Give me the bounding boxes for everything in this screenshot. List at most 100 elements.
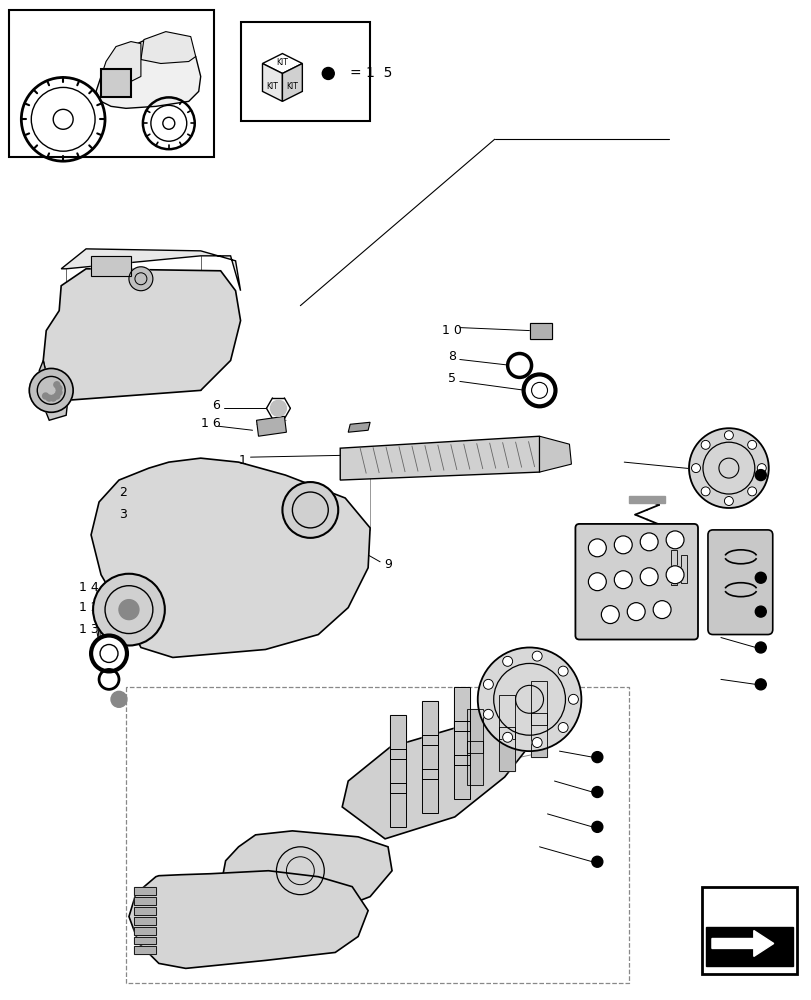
Circle shape bbox=[282, 482, 338, 538]
Bar bbox=[705, 927, 792, 966]
Circle shape bbox=[91, 636, 127, 671]
Circle shape bbox=[483, 679, 493, 689]
FancyBboxPatch shape bbox=[575, 524, 697, 640]
Circle shape bbox=[700, 487, 710, 496]
Circle shape bbox=[56, 389, 62, 395]
Bar bbox=[389, 715, 406, 759]
Bar bbox=[530, 713, 546, 757]
Bar bbox=[101, 69, 131, 97]
Text: 7: 7 bbox=[304, 918, 312, 931]
Circle shape bbox=[46, 395, 52, 401]
Circle shape bbox=[747, 487, 756, 496]
Circle shape bbox=[626, 603, 645, 621]
Bar bbox=[389, 783, 406, 827]
Bar bbox=[134, 937, 156, 944]
Polygon shape bbox=[221, 831, 392, 921]
Bar bbox=[498, 695, 514, 739]
Bar bbox=[629, 496, 664, 503]
Circle shape bbox=[757, 464, 766, 473]
Bar bbox=[134, 946, 156, 954]
Bar bbox=[134, 937, 156, 944]
Bar bbox=[466, 741, 483, 785]
Bar bbox=[453, 687, 470, 731]
Circle shape bbox=[568, 694, 577, 704]
Circle shape bbox=[557, 723, 568, 732]
Text: 9: 9 bbox=[384, 558, 392, 571]
Bar bbox=[498, 695, 514, 739]
Bar bbox=[530, 713, 546, 757]
Circle shape bbox=[477, 647, 581, 751]
Bar bbox=[529, 323, 551, 339]
Circle shape bbox=[54, 382, 60, 388]
Polygon shape bbox=[262, 54, 302, 73]
Bar bbox=[134, 897, 156, 905]
Bar bbox=[134, 927, 156, 935]
Bar bbox=[680, 555, 686, 583]
Polygon shape bbox=[341, 721, 534, 839]
Circle shape bbox=[601, 606, 619, 624]
Circle shape bbox=[665, 566, 683, 584]
Bar bbox=[453, 755, 470, 799]
Text: 1 0: 1 0 bbox=[441, 324, 461, 337]
Bar bbox=[629, 594, 664, 601]
Circle shape bbox=[591, 752, 602, 763]
Circle shape bbox=[652, 601, 670, 619]
Circle shape bbox=[639, 533, 658, 551]
Bar bbox=[91, 256, 131, 276]
Text: 1 4: 1 4 bbox=[79, 581, 99, 594]
Circle shape bbox=[270, 400, 286, 416]
Bar bbox=[134, 917, 156, 925]
Text: 1 7: 1 7 bbox=[356, 450, 375, 463]
Bar bbox=[134, 946, 156, 954]
Polygon shape bbox=[91, 458, 370, 657]
Bar bbox=[680, 555, 686, 583]
Bar bbox=[466, 709, 483, 753]
Polygon shape bbox=[141, 32, 195, 63]
Text: = 1  5: = 1 5 bbox=[350, 66, 392, 80]
Text: 3: 3 bbox=[119, 508, 127, 521]
Circle shape bbox=[591, 821, 602, 832]
Circle shape bbox=[723, 497, 732, 505]
Circle shape bbox=[754, 606, 766, 617]
Bar bbox=[389, 749, 406, 793]
Circle shape bbox=[93, 574, 165, 646]
Text: 1 2: 1 2 bbox=[79, 601, 99, 614]
Circle shape bbox=[29, 368, 73, 412]
Bar bbox=[134, 907, 156, 915]
Circle shape bbox=[507, 354, 531, 377]
Circle shape bbox=[591, 856, 602, 867]
Bar bbox=[453, 721, 470, 765]
Circle shape bbox=[754, 642, 766, 653]
Bar bbox=[529, 323, 551, 339]
Circle shape bbox=[689, 428, 768, 508]
Circle shape bbox=[531, 738, 542, 747]
Circle shape bbox=[614, 571, 632, 589]
Bar bbox=[422, 735, 437, 779]
Bar bbox=[134, 907, 156, 915]
Text: 1 6: 1 6 bbox=[200, 417, 221, 430]
Bar bbox=[670, 550, 676, 585]
Circle shape bbox=[99, 669, 119, 689]
Bar bbox=[453, 721, 470, 765]
Bar bbox=[498, 727, 514, 771]
Bar bbox=[134, 897, 156, 905]
Circle shape bbox=[557, 666, 568, 676]
Circle shape bbox=[111, 691, 127, 707]
Polygon shape bbox=[96, 37, 200, 108]
Circle shape bbox=[747, 440, 756, 449]
Circle shape bbox=[591, 787, 602, 797]
Polygon shape bbox=[61, 249, 240, 291]
Circle shape bbox=[56, 385, 62, 391]
Bar bbox=[453, 755, 470, 799]
Bar bbox=[670, 550, 676, 585]
Text: 8: 8 bbox=[448, 350, 455, 363]
Text: 1: 1 bbox=[238, 454, 247, 467]
Circle shape bbox=[322, 67, 334, 79]
Bar bbox=[240, 22, 370, 121]
Circle shape bbox=[42, 393, 49, 399]
Circle shape bbox=[523, 374, 555, 406]
Circle shape bbox=[502, 732, 512, 742]
Circle shape bbox=[723, 431, 732, 440]
Text: 5: 5 bbox=[448, 372, 455, 385]
Circle shape bbox=[129, 267, 152, 291]
